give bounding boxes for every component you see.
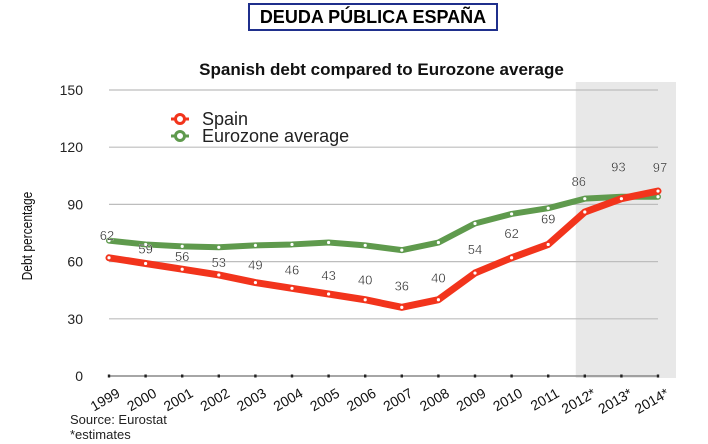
spain-data-label: 62 — [504, 226, 518, 241]
page-banner-title: DEUDA PÚBLICA ESPAÑA — [248, 3, 498, 31]
x-tick-label: 2004 — [271, 385, 306, 415]
x-tick-label: 2003 — [234, 385, 269, 415]
spain-data-label: 36 — [395, 278, 409, 293]
x-tick-label: 2006 — [344, 385, 379, 415]
spain-point — [217, 273, 221, 277]
spain-point — [363, 298, 367, 302]
x-tick-label: 2009 — [454, 385, 489, 415]
x-tick — [473, 374, 477, 378]
y-tick-label: 90 — [67, 196, 83, 212]
legend-spain-label: Spain — [202, 109, 248, 129]
eurozone-point — [436, 240, 440, 245]
legend-spain-icon — [174, 113, 186, 125]
spain-line — [105, 187, 662, 311]
spain-data-label: 46 — [285, 262, 299, 277]
spain-data-label: 56 — [175, 249, 189, 264]
spain-point — [327, 292, 331, 296]
eurozone-point — [363, 243, 367, 247]
spain-point — [546, 242, 550, 247]
eurozone-point — [253, 243, 257, 247]
chart-title: Spanish debt compared to Eurozone averag… — [199, 60, 564, 79]
x-tick-label: 2014* — [632, 384, 672, 416]
spain-point — [656, 189, 660, 193]
eurozone-point — [327, 240, 331, 245]
y-tick-label: 150 — [60, 82, 84, 98]
x-tick — [107, 374, 111, 378]
legend-eurozone-icon — [174, 130, 186, 142]
x-tick-label: 2012* — [559, 384, 599, 416]
eurozone-point — [400, 248, 404, 252]
spain-point — [619, 197, 624, 201]
x-tick — [437, 374, 440, 378]
spain-point — [290, 286, 294, 290]
spain-point — [583, 210, 587, 214]
y-tick-label: 30 — [67, 311, 83, 327]
eurozone-point — [180, 244, 184, 248]
x-tick — [144, 374, 147, 378]
x-tick — [327, 374, 330, 378]
source-note: Source: Eurostat — [70, 412, 167, 427]
spain-point — [107, 256, 111, 260]
y-tick-label: 60 — [67, 254, 83, 270]
y-tick-label: 0 — [75, 368, 83, 384]
eurozone-point — [510, 212, 514, 216]
x-tick — [217, 374, 220, 378]
legend-eurozone-label: Eurozone average — [202, 126, 349, 146]
x-tick-label: 2005 — [307, 385, 342, 415]
spain-point — [436, 298, 440, 302]
spain-point — [144, 261, 148, 266]
spain-data-label: 49 — [248, 258, 262, 273]
x-tick — [254, 374, 257, 378]
x-tick-label: 2002 — [197, 385, 232, 415]
estimates-note: *estimates — [70, 427, 131, 442]
x-tick-label: 2010 — [490, 385, 525, 415]
x-tick — [547, 374, 550, 378]
x-tick — [656, 374, 660, 378]
spain-data-label: 97 — [653, 160, 667, 175]
x-tick — [181, 374, 184, 378]
x-tick — [290, 374, 294, 378]
spain-data-label: 40 — [431, 271, 445, 286]
x-tick — [364, 374, 367, 378]
eurozone-point — [473, 221, 477, 226]
x-tick — [620, 374, 623, 378]
y-tick-label: 120 — [60, 139, 84, 155]
spain-data-label: 62 — [100, 228, 114, 243]
eurozone-point — [290, 242, 294, 247]
x-tick-label: 2001 — [161, 385, 196, 415]
spain-data-label: 54 — [468, 242, 482, 257]
x-tick — [583, 374, 586, 378]
y-axis-label: Debt percentage — [19, 192, 36, 281]
x-tick-label: 2011 — [528, 385, 562, 414]
spain-point — [180, 267, 184, 271]
estimates-shaded-region — [575, 82, 676, 378]
x-tick-label: 2013* — [595, 384, 635, 416]
eurozone-point — [583, 197, 587, 201]
spain-data-label: 43 — [321, 268, 335, 283]
x-tick-label: 2007 — [380, 385, 415, 415]
eurozone-line — [106, 193, 661, 254]
spain-point — [510, 256, 514, 260]
spain-data-label: 86 — [572, 174, 586, 189]
eurozone-point — [656, 195, 660, 199]
spain-point — [253, 280, 257, 285]
eurozone-point — [107, 239, 111, 243]
x-tick-label: 1999 — [88, 385, 123, 415]
x-tick — [510, 374, 513, 378]
eurozone-point — [546, 206, 550, 210]
eurozone-point — [144, 242, 148, 247]
eurozone-point — [217, 245, 221, 249]
spain-data-label: 40 — [358, 273, 372, 288]
x-tick-label: 2008 — [417, 385, 452, 415]
x-tick-label: 2000 — [124, 385, 159, 415]
x-tick — [400, 374, 403, 378]
spain-data-label: 59 — [138, 242, 152, 257]
spain-point — [473, 271, 477, 275]
spain-data-label: 69 — [541, 211, 555, 226]
spain-data-label: 53 — [212, 255, 226, 270]
spain-point — [400, 305, 404, 309]
spain-data-label: 93 — [611, 160, 625, 175]
